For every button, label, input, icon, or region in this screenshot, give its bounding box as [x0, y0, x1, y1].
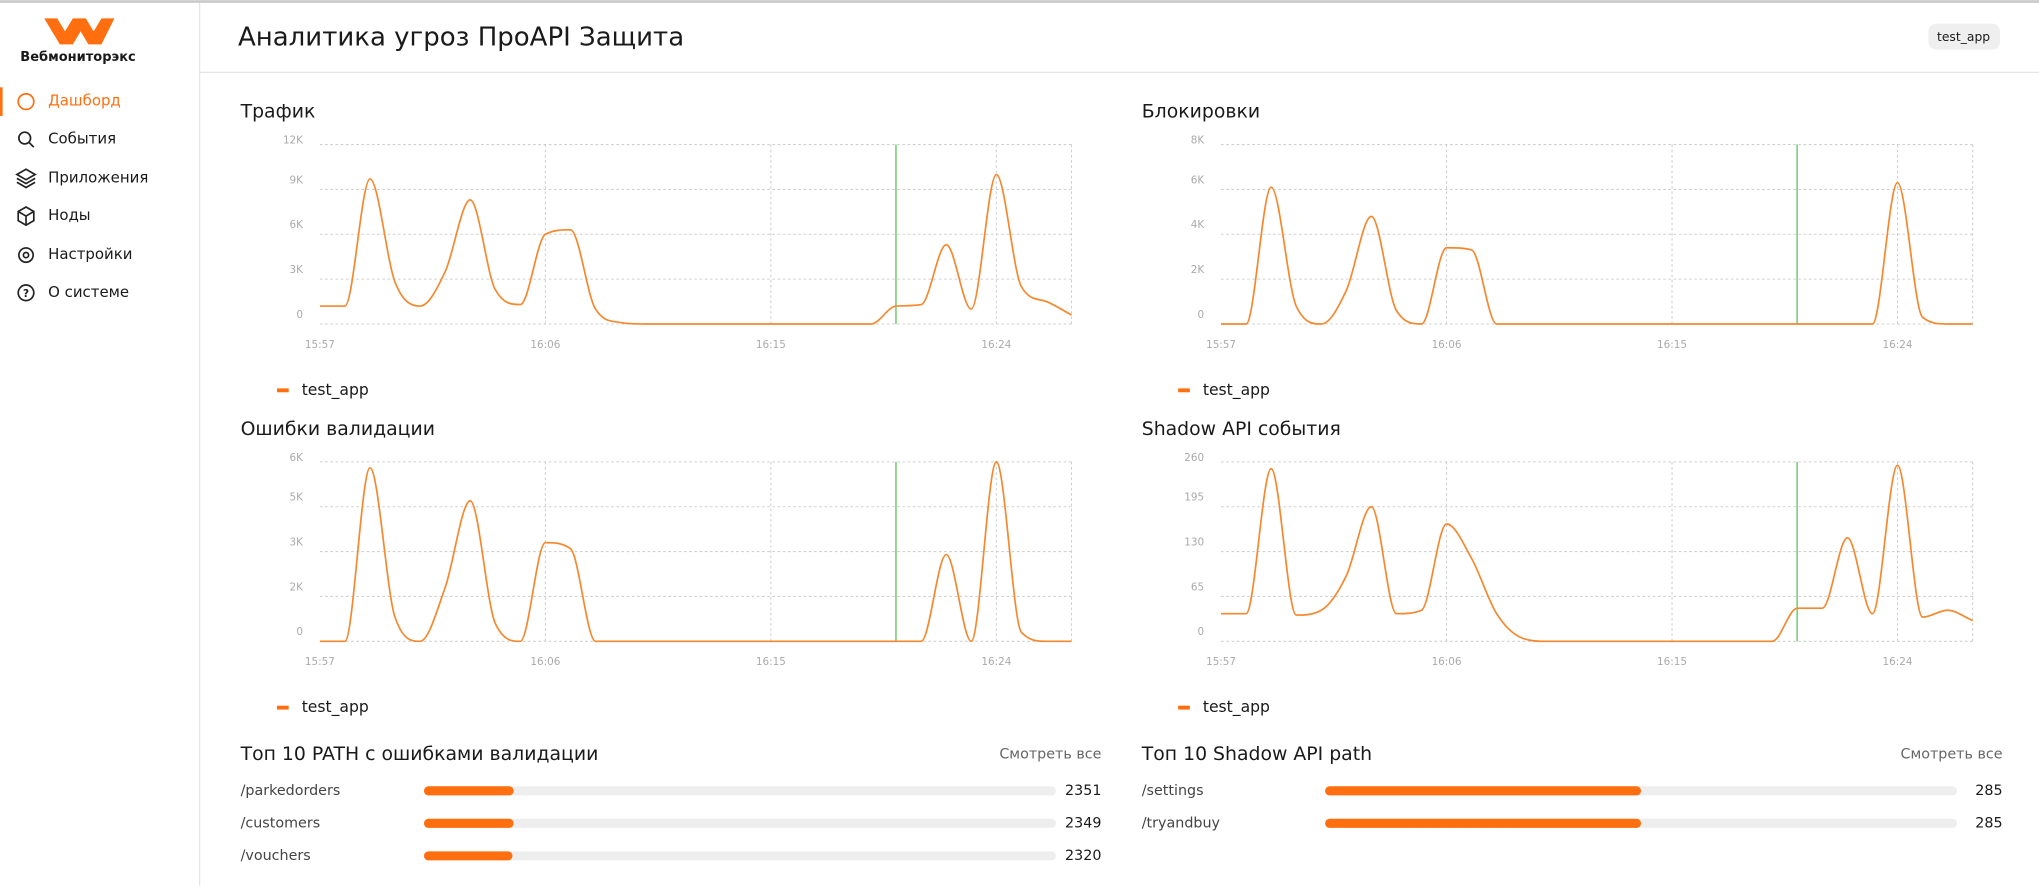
legend-label: test_app: [302, 381, 369, 400]
x-tick-label: 16:15: [756, 656, 786, 668]
x-tick-label: 16:06: [1432, 339, 1462, 351]
row-value: 285: [1975, 815, 2002, 831]
x-tick-label: 16:15: [1657, 339, 1687, 351]
x-tick-label: 15:57: [305, 656, 335, 668]
y-tick-label: 130: [1184, 536, 1204, 548]
bar-track: [423, 818, 1056, 828]
bar: [1325, 786, 1642, 796]
y-tick-label: 12K: [283, 135, 304, 147]
bar-track: [423, 786, 1056, 796]
x-tick-label: 16:24: [981, 656, 1011, 668]
brand: Вебмониторэкс: [20, 50, 135, 65]
row-value: 2351: [1065, 783, 1101, 799]
see-all-link[interactable]: Смотреть все: [1900, 746, 2002, 762]
nav-item[interactable]: Дашборд: [48, 92, 121, 110]
bar: [423, 786, 514, 796]
y-tick-label: 195: [1184, 492, 1204, 504]
nav-item[interactable]: События: [48, 129, 116, 147]
series-line: [319, 461, 1072, 643]
logo: [44, 18, 115, 45]
bar: [423, 851, 513, 861]
chart-title: Трафик: [240, 102, 316, 123]
y-tick-label: 6K: [290, 219, 305, 231]
y-tick-label: 2K: [290, 581, 305, 593]
y-tick-label: 4K: [1191, 219, 1206, 231]
nav-icons: [15, 93, 37, 302]
x-tick-label: 16:15: [1657, 656, 1687, 668]
icon-nodes: [17, 206, 35, 227]
x-tick-label: 16:24: [1883, 339, 1913, 351]
x-tick-label: 16:15: [756, 339, 786, 351]
row-value: 285: [1975, 783, 2002, 799]
y-tick-label: 3K: [290, 536, 305, 548]
y-tick-label: 0: [1198, 309, 1205, 321]
icon-apps: [15, 168, 37, 189]
x-tick-label: 16:06: [530, 339, 560, 351]
x-tick-label: 16:06: [530, 656, 560, 668]
x-tick-label: 15:57: [305, 339, 335, 351]
x-tick-label: 15:57: [1206, 339, 1236, 351]
active-indicator: [0, 87, 3, 116]
y-tick-label: 8K: [1191, 135, 1206, 147]
y-tick-label: 2K: [1191, 264, 1206, 276]
bar: [423, 818, 514, 828]
icon-about: [17, 284, 35, 302]
chart-title: Блокировки: [1142, 102, 1260, 123]
y-tick-label: 6K: [290, 452, 305, 464]
y-tick-label: 0: [296, 626, 303, 638]
x-tick-label: 15:57: [1206, 656, 1236, 668]
y-tick-label: 260: [1184, 452, 1204, 464]
y-tick-label: 65: [1191, 581, 1204, 593]
y-tick-label: 6K: [1191, 174, 1206, 186]
icon-about-mark: ?: [23, 288, 29, 300]
legend-label: test_app: [1203, 698, 1270, 717]
icon-settings: [18, 247, 35, 264]
y-tick-label: 3K: [290, 264, 305, 276]
row-path: /parkedorders: [241, 783, 341, 799]
series-line: [1221, 464, 1974, 643]
series-line: [319, 173, 1072, 325]
legend-label: test_app: [1203, 381, 1270, 400]
icon-settings: [22, 251, 30, 259]
chart-title: Shadow API события: [1142, 419, 1341, 440]
icon-search: [28, 142, 35, 148]
row-value: 2349: [1065, 815, 1101, 831]
icon-search: [18, 131, 32, 145]
row-path: /customers: [241, 815, 321, 831]
bar-track: [423, 851, 1056, 861]
series-line: [1221, 181, 1973, 325]
y-tick-label: 9K: [290, 174, 305, 186]
badge-bg[interactable]: [1928, 23, 2000, 50]
row-value: 2320: [1065, 848, 1101, 864]
y-tick-label: 0: [296, 309, 303, 321]
nav-item[interactable]: Настройки: [48, 245, 132, 263]
chart-title: Ошибки валидации: [241, 419, 435, 440]
page-title: Аналитика угроз ПроAPI Защита: [238, 22, 684, 52]
legend-label: test_app: [302, 698, 369, 717]
nav-item[interactable]: О системе: [48, 283, 129, 301]
nav-item[interactable]: Ноды: [48, 206, 91, 224]
x-tick-label: 16:24: [1883, 656, 1913, 668]
nav-item[interactable]: Приложения: [48, 168, 148, 186]
row-path: /vouchers: [241, 848, 311, 864]
see-all-link[interactable]: Смотреть все: [999, 746, 1101, 762]
y-tick-label: 5K: [290, 492, 305, 504]
list-title: Топ 10 Shadow API path: [1141, 744, 1372, 765]
icon-dashboard: [17, 93, 35, 111]
y-tick-label: 0: [1198, 626, 1205, 638]
bar: [1325, 818, 1642, 828]
row-path: /tryandbuy: [1142, 815, 1221, 831]
x-tick-label: 16:24: [981, 339, 1011, 351]
badge[interactable]: test_app: [1937, 30, 1990, 44]
x-tick-label: 16:06: [1432, 656, 1462, 668]
row-path: /settings: [1142, 783, 1204, 799]
list-title: Топ 10 PATH с ошибками валидации: [240, 744, 599, 765]
top-border: [0, 0, 2039, 3]
